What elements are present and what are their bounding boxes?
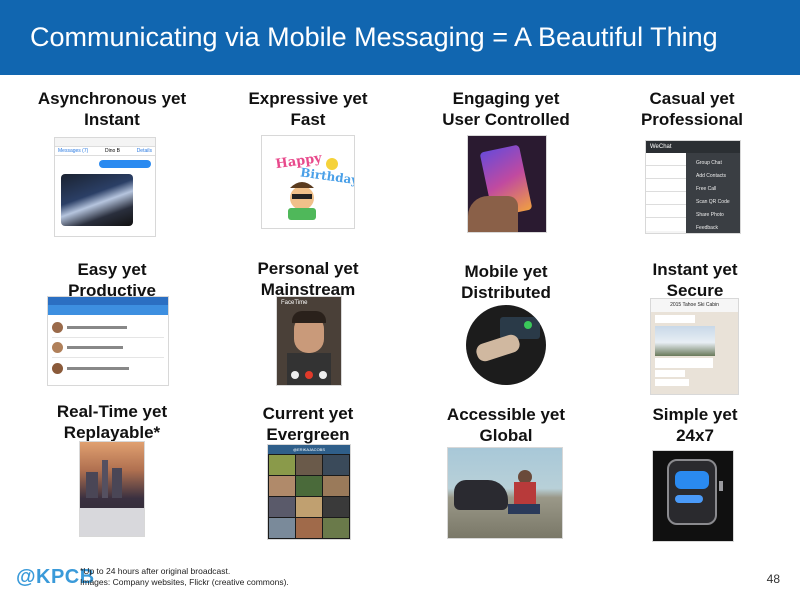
cell-label: Expressive yet Fast <box>248 89 368 129</box>
shared-photo <box>655 326 715 356</box>
cell-label: Mobile yet Distributed <box>461 262 551 302</box>
list-item <box>52 318 164 338</box>
cell-mobile: Mobile yet Distributed <box>426 261 586 303</box>
birthday-graphic: Happy Birthday <box>275 151 354 220</box>
cell-current: Current yet Evergreen <box>228 403 388 445</box>
bitmoji-thumbnail: Happy Birthday <box>262 136 354 228</box>
list-item <box>52 358 164 378</box>
imessage-thumbnail: Messages (7) Dino B Details <box>55 138 155 236</box>
boy-motorbike-photo <box>448 448 562 538</box>
page-number: 48 <box>766 572 780 586</box>
apple-watch-photo <box>653 451 733 541</box>
venmo-thumbnail <box>48 297 168 385</box>
phone-in-hand-photo <box>468 136 546 232</box>
mute-button <box>291 371 299 379</box>
end-call-button <box>305 371 313 379</box>
message-bubble <box>99 160 151 168</box>
cell-label: Real-Time yet Replayable* <box>56 402 168 442</box>
message-bubble <box>675 471 709 489</box>
car-dashboard-photo <box>466 305 546 385</box>
flip-camera-button <box>319 371 327 379</box>
cell-label: Accessible yet Global <box>446 405 566 445</box>
cell-realtime: Real-Time yet Replayable* <box>32 401 192 443</box>
cell-label: Current yet Evergreen <box>262 404 354 444</box>
wechat-menu: Group Chat Add Contacts Free Call Scan Q… <box>686 153 740 233</box>
motorbike <box>454 480 508 510</box>
cell-accessible: Accessible yet Global <box>426 404 586 446</box>
cell-label: Asynchronous yet Instant <box>37 89 187 129</box>
cell-casual: Casual yet Professional <box>612 88 772 130</box>
cell-label: Instant yet Secure <box>652 260 738 300</box>
keyboard <box>80 508 144 536</box>
concert-photo <box>61 174 133 226</box>
wechat-menu-items: Group Chat Add Contacts Free Call Scan Q… <box>696 160 730 231</box>
wechat-thumbnail: WeChat Group Chat Add Contacts Free Call… <box>646 141 740 233</box>
boy <box>514 482 536 504</box>
whatsapp-thumbnail: 2015 Tahoe Ski Cabin <box>651 299 738 394</box>
slide-header: Communicating via Mobile Messaging = A B… <box>0 0 800 75</box>
digital-crown <box>719 481 723 491</box>
facetime-thumbnail: FaceTime <box>277 297 341 385</box>
cell-engaging: Engaging yet User Controlled <box>426 88 586 130</box>
cell-expressive: Expressive yet Fast <box>228 88 388 130</box>
periscope-thumbnail <box>80 442 144 536</box>
cell-label: Casual yet Professional <box>640 89 744 129</box>
list-item <box>52 338 164 358</box>
kpcb-logo: @KPCB <box>16 566 95 588</box>
svg-text:Happy: Happy <box>275 151 324 172</box>
cell-label: Personal yet Mainstream <box>257 259 359 299</box>
cell-personal: Personal yet Mainstream <box>228 258 388 300</box>
cell-asynchronous: Asynchronous yet Instant <box>32 88 192 130</box>
cell-label: Engaging yet User Controlled <box>442 89 570 129</box>
cell-easy: Easy yet Productive <box>32 259 192 301</box>
cell-instant: Instant yet Secure <box>615 259 775 301</box>
cell-label: Simple yet 24x7 <box>652 405 738 445</box>
hand <box>474 332 522 364</box>
cell-label: Easy yet Productive <box>68 260 156 300</box>
slide-title: Communicating via Mobile Messaging = A B… <box>30 22 718 52</box>
instagram-thumbnail: @ERIKAJACOBS <box>268 445 350 539</box>
watch-face <box>667 459 717 525</box>
cell-simple: Simple yet 24x7 <box>615 404 775 446</box>
footnote: *Up to 24 hours after original broadcast… <box>80 566 289 587</box>
photo-grid <box>268 454 350 539</box>
